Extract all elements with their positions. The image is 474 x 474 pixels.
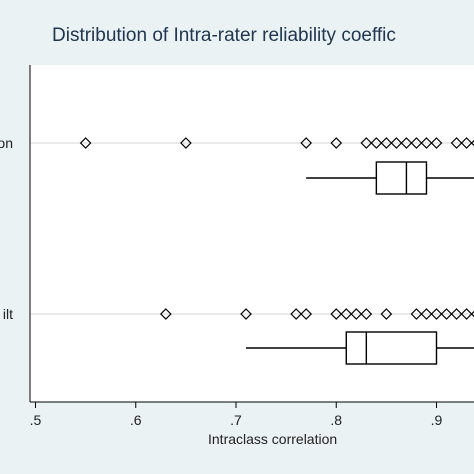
category-label: ilt [3, 306, 13, 322]
data-point [300, 137, 313, 149]
x-tick-label: .6 [130, 412, 142, 428]
data-point [450, 308, 463, 320]
data-point [360, 308, 373, 320]
x-axis-label: Intraclass correlation [208, 431, 337, 447]
data-point [420, 137, 433, 149]
data-point [470, 139, 474, 147]
data-point [240, 308, 252, 320]
data-point [300, 308, 313, 320]
data-point [410, 137, 423, 149]
data-point [330, 137, 343, 149]
data-point [370, 137, 383, 149]
series-layer: on ilt [0, 135, 474, 365]
data-point [460, 308, 473, 320]
iqr-box [345, 331, 438, 365]
gridlines [30, 142, 474, 315]
data-point [430, 137, 443, 149]
data-point [390, 137, 403, 149]
chart-title: Distribution of Intra-rater reliability … [52, 25, 396, 46]
x-tick-label: .5 [30, 412, 42, 428]
data-point [330, 308, 343, 320]
data-point [400, 137, 413, 149]
x-tick-label: .8 [330, 412, 342, 428]
data-point [440, 308, 453, 320]
series-2: ilt [3, 306, 474, 365]
data-point [340, 308, 353, 320]
data-point [79, 137, 92, 149]
data-point [180, 137, 192, 149]
data-point [380, 308, 393, 320]
data-point [470, 310, 474, 318]
iqr-box [375, 161, 428, 195]
plot-area [30, 65, 474, 402]
x-tick-label: .9 [431, 412, 443, 428]
data-point [420, 308, 433, 320]
data-point [460, 137, 473, 149]
category-label: on [0, 135, 13, 151]
data-point [410, 308, 423, 320]
data-point [290, 308, 302, 320]
data-point [450, 137, 463, 149]
data-point [159, 308, 172, 320]
x-tick-label: .7 [230, 412, 242, 428]
data-point [430, 308, 443, 320]
series-1: on [0, 135, 474, 195]
data-point [350, 308, 363, 320]
data-point [360, 137, 373, 149]
x-ticks: .5 .6 .7 .8 .9 [30, 402, 443, 428]
data-point [380, 137, 393, 149]
